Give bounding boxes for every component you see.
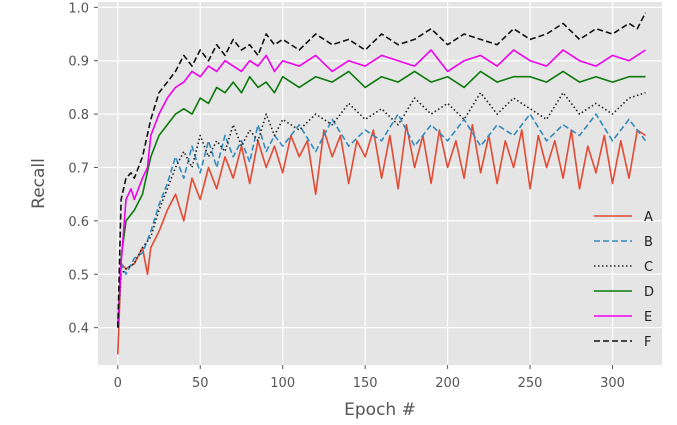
legend-label-F: F (644, 335, 651, 350)
y-axis-title: Recall (29, 158, 49, 209)
series-line-E (117, 49, 646, 328)
x-tick-label: 250 (518, 376, 543, 391)
series-lines (117, 12, 647, 355)
x-tick-label: 150 (353, 376, 378, 391)
legend-label-A: A (644, 210, 653, 225)
legend-label-C: C (644, 260, 653, 275)
legend-label-E: E (644, 310, 652, 325)
y-tick-label: 0.9 (68, 55, 89, 70)
x-tick-label: 50 (192, 376, 209, 391)
y-tick-label: 1.0 (68, 1, 89, 16)
x-tick-label: 0 (114, 376, 122, 391)
axis-ticks: 0 50 100 150 200 250 300 0.4 0.5 0.6 0.7 0.8 0.9 1.0 (68, 1, 625, 391)
y-tick-label: 0.6 (68, 215, 89, 230)
x-tick-label: 300 (600, 376, 625, 391)
y-tick-label: 0.4 (68, 322, 89, 337)
y-tick-label: 0.8 (68, 108, 89, 123)
series-line-D (117, 70, 646, 328)
series-line-A (117, 124, 646, 355)
x-axis-title: Epoch # (344, 400, 416, 420)
legend-label-D: D (644, 285, 654, 300)
y-tick-label: 0.5 (68, 268, 89, 283)
x-tick-label: 100 (270, 376, 295, 391)
series-line-B (117, 113, 647, 328)
x-tick-label: 200 (435, 376, 460, 391)
legend-label-B: B (644, 235, 653, 250)
series-line-C (117, 91, 646, 328)
plot-background (98, 2, 662, 365)
y-tick-label: 0.7 (68, 161, 89, 176)
